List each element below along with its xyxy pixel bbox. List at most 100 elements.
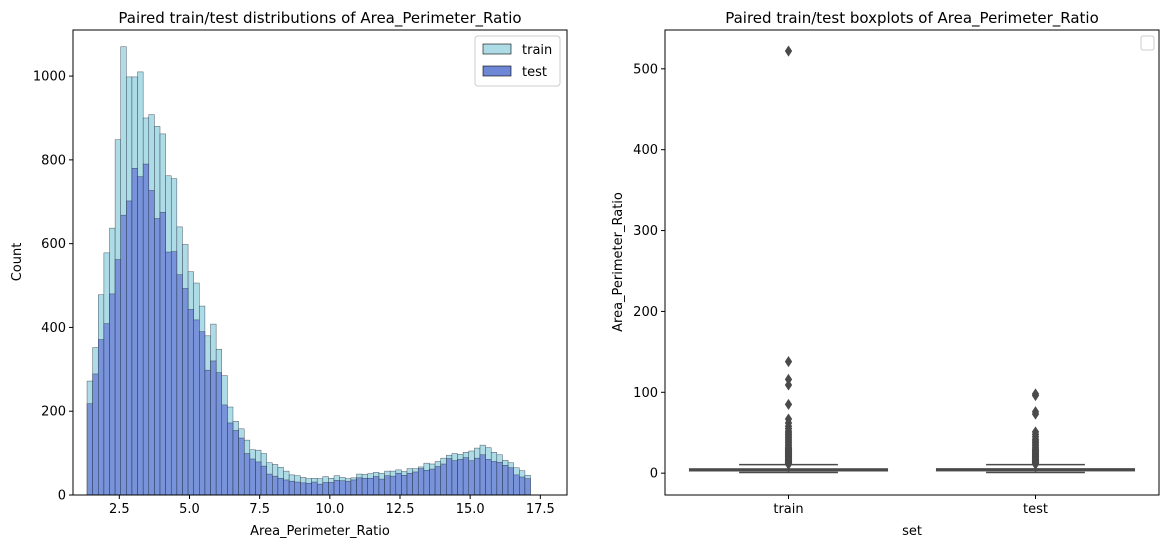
outlier-point — [784, 45, 793, 57]
bar-test-30 — [255, 461, 262, 496]
bar-test-13 — [159, 211, 166, 496]
bar-test-71 — [485, 459, 492, 496]
bar-test-21 — [204, 369, 211, 496]
boxplot-marks — [688, 45, 1136, 474]
bar-test-64 — [446, 458, 453, 496]
histogram-x-label: Area_Perimeter_Ratio — [250, 524, 390, 539]
bar-test-65 — [451, 460, 458, 496]
legend-label-train: train — [522, 43, 552, 58]
histogram-axes-frame — [72, 29, 568, 496]
bar-test-27 — [238, 437, 245, 496]
x-tick-label: 15.0 — [456, 502, 485, 517]
boxplot-x-label: set — [902, 524, 922, 539]
bar-test-59 — [417, 468, 425, 496]
bar-test-10 — [142, 163, 150, 496]
bar-test-55 — [395, 472, 402, 496]
boxplot-title: Paired train/test boxplots of Area_Perim… — [725, 9, 1099, 28]
x-tick-label: 12.5 — [386, 502, 415, 517]
y-tick-label: 200 — [633, 305, 658, 320]
bar-test-5 — [114, 259, 121, 496]
bar-test-31 — [260, 465, 267, 496]
bar-test-29 — [249, 458, 256, 496]
bar-test-33 — [272, 475, 279, 496]
bar-test-34 — [277, 477, 284, 496]
bar-test-23 — [215, 372, 223, 496]
boxplot-axes-frame — [664, 29, 1160, 496]
bar-test-24 — [221, 404, 228, 496]
bar-test-53 — [384, 475, 391, 496]
outlier-point — [784, 458, 793, 470]
box-train — [688, 45, 889, 474]
bar-test-1 — [92, 373, 99, 496]
bar-test-7 — [126, 200, 133, 496]
bar-test-54 — [389, 475, 397, 496]
boxplot-panel: Paired train/test boxplots of Area_Perim… — [611, 9, 1160, 539]
bar-test-4 — [109, 293, 116, 496]
bar-test-52 — [378, 478, 385, 496]
bar-test-36 — [288, 480, 295, 496]
bar-test-48 — [356, 477, 363, 496]
histogram-y-ticks: 0 200 400 600 800 1000 — [33, 70, 73, 504]
boxplot-empty-legend — [1140, 35, 1155, 51]
bar-test-42 — [322, 482, 329, 496]
boxplot-y-ticks: 0 100 200 300 400 500 — [633, 62, 665, 482]
bar-test-63 — [440, 463, 447, 496]
bar-test-14 — [165, 251, 172, 496]
box-test — [935, 388, 1136, 474]
y-tick-label: 200 — [41, 405, 66, 420]
bar-test-0 — [86, 403, 93, 496]
bar-test-47 — [350, 479, 357, 496]
y-tick-label: 400 — [41, 321, 66, 336]
bar-test-25 — [227, 422, 234, 496]
y-tick-label: 500 — [633, 62, 658, 77]
boxplot-y-label: Area_Perimeter_Ratio — [611, 192, 626, 332]
outlier-point — [784, 398, 793, 410]
outlier-point — [1031, 389, 1040, 402]
bar-test-12 — [154, 218, 161, 496]
histogram-bars — [86, 46, 531, 496]
bar-test-61 — [429, 468, 436, 496]
bar-test-15 — [170, 251, 178, 496]
bar-test-37 — [294, 481, 301, 496]
bar-test-3 — [103, 323, 110, 496]
legend-swatch-test — [482, 65, 512, 77]
bar-test-76 — [513, 474, 520, 496]
x-tick-label: train — [773, 502, 803, 517]
histogram-x-ticks: 2.5 5.0 7.5 10.0 12.5 15.0 17.5 — [109, 495, 555, 517]
bar-test-44 — [333, 480, 340, 496]
bar-test-60 — [423, 470, 430, 496]
bar-test-78 — [524, 478, 531, 496]
outlier-point — [1031, 408, 1040, 420]
x-tick-label: 17.5 — [526, 502, 555, 517]
bar-test-11 — [148, 190, 155, 496]
y-tick-label: 300 — [633, 224, 658, 239]
y-tick-label: 1000 — [33, 70, 66, 85]
y-tick-label: 400 — [633, 143, 658, 158]
bar-test-39 — [305, 483, 312, 496]
bar-test-56 — [401, 475, 408, 496]
bar-test-62 — [434, 466, 441, 496]
bar-test-50 — [367, 477, 374, 496]
bar-test-2 — [98, 339, 105, 496]
bar-test-41 — [316, 483, 324, 496]
histogram-panel: Paired train/test distributions of Area_… — [10, 9, 568, 539]
histogram-title: Paired train/test distributions of Area_… — [118, 9, 521, 28]
bar-test-69 — [474, 457, 481, 496]
bar-test-74 — [502, 465, 509, 496]
bar-test-17 — [182, 288, 189, 496]
y-tick-label: 600 — [41, 237, 66, 252]
outlier-point — [784, 379, 793, 391]
bar-test-19 — [193, 319, 200, 496]
bar-test-20 — [199, 331, 206, 496]
bar-test-8 — [131, 167, 138, 496]
bar-test-66 — [457, 459, 464, 496]
y-tick-label: 0 — [650, 467, 658, 482]
x-tick-label: test — [1023, 502, 1048, 517]
bar-test-70 — [479, 454, 486, 496]
x-tick-label: 10.0 — [315, 502, 344, 517]
bar-test-68 — [468, 460, 475, 496]
bar-test-38 — [300, 482, 307, 496]
bar-test-77 — [519, 476, 526, 496]
boxplot-x-ticks: train test — [773, 495, 1048, 517]
bar-test-35 — [283, 479, 290, 496]
